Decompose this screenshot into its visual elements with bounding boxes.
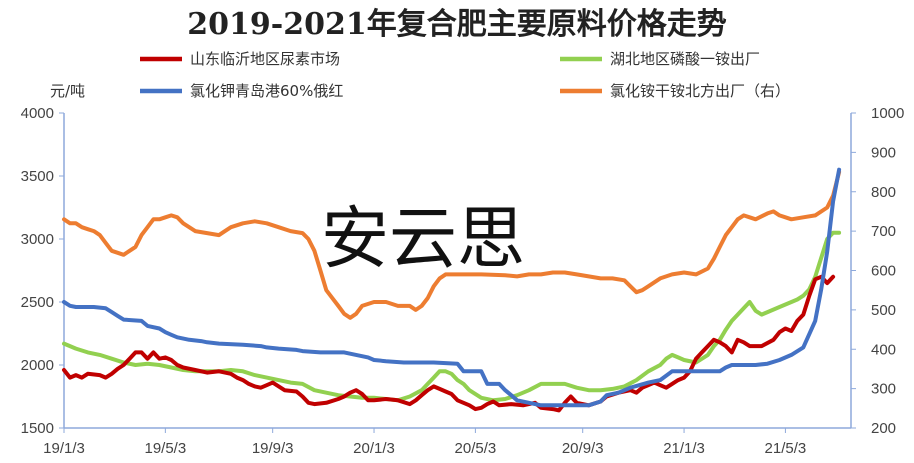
right-tick-label: 700 [871, 223, 896, 240]
x-tick-label: 21/5/3 [765, 440, 807, 457]
tick-labels: 4000 3500 3000 2500 2000 1500 1000 900 800 700 600… [21, 105, 905, 457]
x-tick-label: 21/1/3 [663, 440, 705, 457]
chart-title: 2019-2021年复合肥主要原料价格走势 [187, 7, 726, 42]
left-axis-unit: 元/吨 [50, 82, 85, 100]
axes [59, 112, 856, 433]
legend: 山东临沂地区尿素市场 氯化钾青岛港60%俄红 湖北地区磷酸一铵出厂 氯化铵干铵北… [140, 50, 790, 100]
right-tick-label: 800 [871, 184, 896, 201]
series-lines [62, 167, 842, 413]
right-tick-label: 600 [871, 263, 896, 280]
right-tick-label: 500 [871, 302, 896, 319]
series-line-2 [62, 167, 842, 408]
right-tick-label: 1000 [871, 105, 904, 122]
left-tick-label: 3500 [21, 168, 54, 185]
right-tick-label: 200 [871, 420, 896, 437]
left-tick-label: 4000 [21, 105, 54, 122]
legend-label-urea: 山东临沂地区尿素市场 [190, 50, 340, 68]
series-line-0 [62, 274, 836, 413]
x-tick-label: 20/5/3 [455, 440, 497, 457]
left-tick-label: 2500 [21, 294, 54, 311]
legend-label-ammonium-chloride: 氯化铵干铵北方出厂（右） [610, 82, 790, 100]
series-line-3 [62, 170, 842, 320]
legend-label-potash: 氯化钾青岛港60%俄红 [190, 82, 343, 100]
left-tick-label: 3000 [21, 231, 54, 248]
watermark-text: 安云思 [321, 200, 525, 279]
left-tick-label: 1500 [21, 420, 54, 437]
x-tick-label: 19/5/3 [144, 440, 186, 457]
left-tick-label: 2000 [21, 357, 54, 374]
x-tick-label: 19/9/3 [252, 440, 294, 457]
x-tick-label: 20/1/3 [353, 440, 395, 457]
right-tick-label: 900 [871, 144, 896, 161]
right-tick-label: 400 [871, 341, 896, 358]
x-tick-label: 20/9/3 [562, 440, 604, 457]
legend-label-map: 湖北地区磷酸一铵出厂 [610, 50, 760, 68]
right-tick-label: 300 [871, 381, 896, 398]
x-tick-label: 19/1/3 [43, 440, 85, 457]
